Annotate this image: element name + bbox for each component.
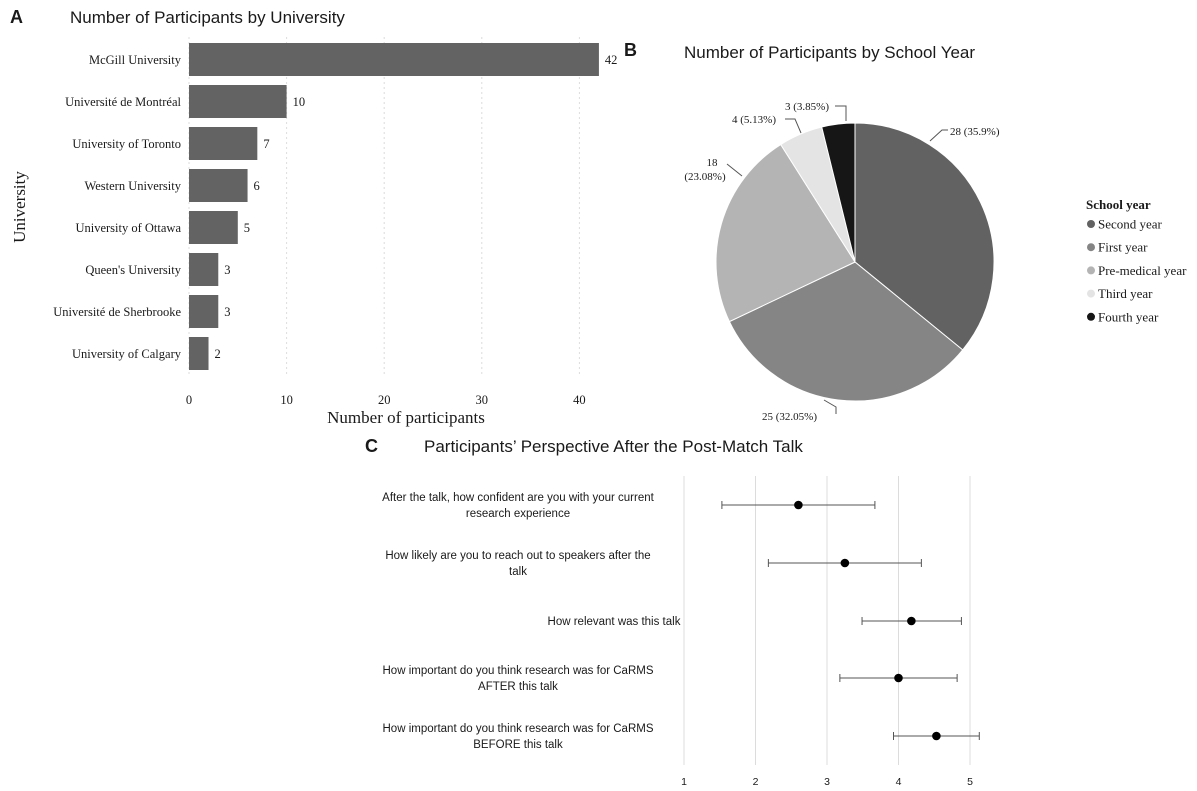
slice-label-third-year: 4 (5.13%) [732, 114, 776, 126]
legend-item: Pre-medical year [1098, 263, 1187, 278]
panel-b-title: Number of Participants by School Year [684, 43, 975, 62]
panel-a-letter: A [10, 7, 23, 27]
category-label: Western University [84, 179, 181, 193]
panel-a-y-axis-label: University [10, 171, 29, 243]
category-label: Université de Sherbrooke [53, 305, 181, 319]
panel-b-pie [715, 122, 995, 402]
question-label-line2: talk [509, 566, 527, 578]
legend-item: Fourth year [1098, 309, 1159, 324]
pie-slice-second-year [854, 122, 995, 351]
question-label-line1: How likely are you to reach out to speak… [385, 550, 650, 562]
x-tick-label: 30 [476, 393, 489, 407]
x-tick-label: 4 [896, 776, 902, 786]
x-tick-label: 0 [186, 393, 192, 407]
x-tick-label: 2 [753, 776, 759, 786]
panel-c-x-ticks: 1 2 3 4 5 [681, 776, 973, 788]
bar [189, 43, 599, 76]
panel-c: C Participants’ Perspective After the Po… [365, 436, 980, 788]
legend-item: Third year [1098, 286, 1153, 301]
panel-a-title: Number of Participants by University [70, 8, 345, 27]
x-tick-label: 3 [824, 776, 830, 786]
pie-slice-fourth-year [821, 122, 856, 263]
bar [189, 169, 248, 202]
bar [189, 127, 258, 160]
slice-label-pre-medical-count: 18 [707, 157, 719, 169]
slice-label-fourth-year: 3 (3.85%) [785, 101, 829, 113]
question-label-line1: After the talk, how confident are you wi… [382, 492, 654, 504]
slice-label-second-year: 28 (35.9%) [950, 126, 1000, 138]
x-tick-label: 5 [967, 776, 973, 786]
bar [189, 211, 238, 244]
bar [189, 295, 219, 328]
bar [189, 85, 287, 118]
panel-c-letter: C [365, 436, 378, 456]
legend-swatch [1087, 289, 1095, 298]
panel-a-category-labels: McGill University Université de Montréal U… [53, 53, 181, 361]
legend-swatch [1087, 266, 1095, 275]
category-label: University of Calgary [72, 347, 182, 361]
panel-c-error-bars [721, 501, 980, 740]
slice-label-pre-medical-percent: (23.08%) [684, 171, 726, 183]
x-tick-label: 40 [573, 393, 586, 407]
legend-swatch [1087, 243, 1095, 252]
question-label-line2: BEFORE this talk [473, 739, 563, 751]
panel-b-legend: School year Second year First year Pre-med… [1086, 197, 1187, 324]
panel-a-data-labels: 42 10 7 6 5 3 3 2 [215, 53, 618, 361]
panel-b-letter: B [624, 40, 637, 60]
x-tick-label: 20 [378, 393, 391, 407]
panel-c-mean-points [794, 500, 941, 741]
question-label-line2: AFTER this talk [478, 681, 558, 693]
pie-slice-first-year [728, 261, 964, 402]
mean-point [894, 673, 903, 683]
bar-value-label: 42 [605, 53, 618, 67]
mean-point [794, 500, 803, 510]
bar-value-label: 7 [263, 137, 269, 151]
mean-point [840, 558, 850, 568]
mean-point [907, 616, 916, 626]
legend-item: First year [1098, 240, 1148, 255]
question-label-line2: research experience [466, 508, 570, 520]
bar-value-label: 2 [215, 347, 221, 361]
legend-swatch [1087, 220, 1095, 228]
panel-b-slice-labels: 28 (35.9%) 25 (32.05%) 18 (23.08%) 4 (5.… [684, 101, 999, 423]
mean-point [932, 731, 941, 741]
panel-b-leader-lines [726, 105, 948, 414]
legend-title: School year [1086, 197, 1151, 212]
panel-a: A Number of Participants by University M… [10, 7, 617, 427]
bar-value-label: 5 [244, 221, 250, 235]
bar-value-label: 3 [224, 305, 230, 319]
pie-slice-pre-medical-year [715, 143, 856, 323]
question-label: How relevant was this talk [548, 616, 681, 628]
bar [189, 337, 209, 370]
bar-value-label: 3 [224, 263, 230, 277]
panel-a-bars [189, 43, 599, 370]
bar-value-label: 6 [254, 179, 260, 193]
panel-a-x-ticks: 0 10 20 30 40 [186, 393, 586, 407]
bar [189, 253, 219, 286]
panel-b: B Number of Participants by School Year … [624, 40, 1187, 423]
question-label-line1: How important do you think research was … [383, 723, 654, 735]
category-label: University of Toronto [72, 137, 181, 151]
legend-swatch [1087, 312, 1095, 321]
question-label-line1: How important do you think research was … [383, 665, 654, 677]
slice-label-first-year: 25 (32.05%) [762, 411, 817, 423]
x-tick-label: 10 [280, 393, 293, 407]
bar-value-label: 10 [293, 95, 306, 109]
panel-a-x-axis-label: Number of participants [327, 408, 485, 427]
category-label: University of Ottawa [75, 221, 181, 235]
panel-c-title: Participants’ Perspective After the Post… [424, 437, 803, 456]
category-label: McGill University [89, 53, 182, 67]
legend-item: Second year [1098, 217, 1163, 232]
panel-c-question-labels: After the talk, how confident are you wi… [382, 492, 681, 751]
category-label: Université de Montréal [65, 95, 181, 109]
x-tick-label: 1 [681, 776, 687, 786]
category-label: Queen's University [85, 263, 181, 277]
